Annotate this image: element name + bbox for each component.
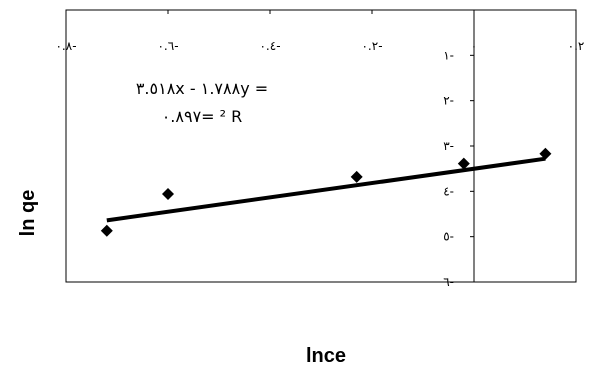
x-tick-label: ٠ [471,39,477,53]
y-tick-label: ٥- [443,230,454,244]
data-point [539,147,552,160]
data-point [457,157,470,170]
y-tick-label: ٣- [443,139,454,153]
y-tick-label: ٢- [443,94,454,108]
y-axis-title: ln qe [17,190,39,237]
data-point [350,170,363,183]
equation-line-1: ٣.٥١٨x - ١.٧٨٨y = [136,79,268,98]
y-tick-labels: ١- ٢- ٣- ٤- ٥- ٦- [443,48,474,289]
y-tick-label: ٤- [443,184,454,198]
x-tick-label: ٠.٨- [55,39,76,53]
x-tick-label: ٠.٦- [157,39,178,53]
equation-line-2: ٠.٨٩٧= ² R [162,107,243,126]
x-axis-title: lnce [306,345,346,367]
y-tick-label: ٦- [443,275,454,289]
x-tick-label: ٠.٤- [259,39,280,53]
data-points [100,147,552,237]
x-tick-labels: ٠.٨- ٠.٦- ٠.٤- ٠.٢- ٠ ٠.٢ [55,10,584,53]
x-tick-label: ٠.٢- [361,39,382,53]
data-point [162,188,174,201]
y-tick-label: ١- [443,48,454,62]
trendline [106,156,546,223]
plot-frame [65,9,577,283]
x-tick-label: ٠.٢ [568,39,585,53]
data-point [100,224,113,237]
